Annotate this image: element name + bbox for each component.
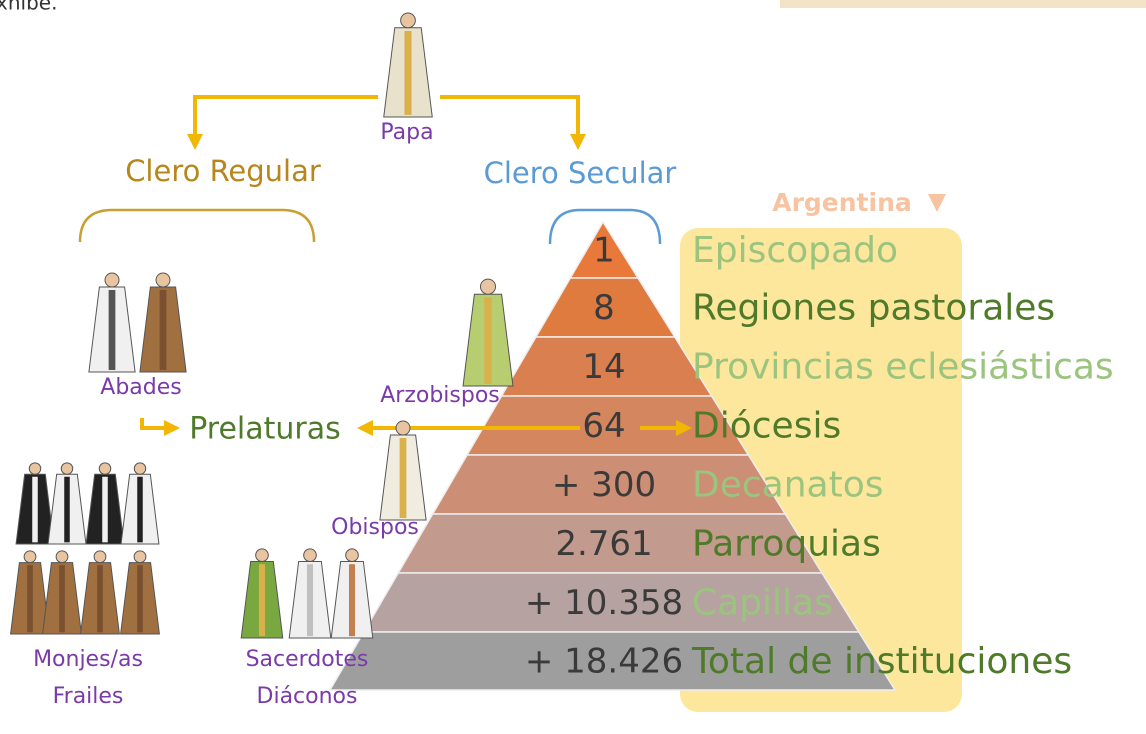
label-obispos: Obispos bbox=[331, 515, 419, 540]
person-figure bbox=[121, 463, 159, 544]
label-sacerdotes: Sacerdotes bbox=[246, 647, 369, 672]
person-figure bbox=[331, 549, 373, 638]
arrow bbox=[142, 418, 172, 428]
head bbox=[99, 463, 110, 474]
head bbox=[56, 551, 68, 563]
label-frailes: Frailes bbox=[53, 684, 124, 709]
person-figure bbox=[380, 421, 426, 520]
level-count: 64 bbox=[582, 406, 625, 446]
level-label: Decanatos bbox=[692, 465, 884, 506]
trim bbox=[160, 290, 167, 370]
person-figure bbox=[81, 551, 120, 634]
trim bbox=[259, 564, 265, 636]
head bbox=[134, 463, 145, 474]
level-count: 1 bbox=[593, 231, 615, 271]
diagram: xhibe. 1 Episcopado 8 Regiones pastorales 14… bbox=[0, 0, 1146, 734]
person-figure bbox=[16, 463, 54, 544]
level-label: Regiones pastorales bbox=[692, 288, 1055, 329]
header-fragment: xhibe. bbox=[0, 0, 57, 15]
label-arzobispos: Arzobispos bbox=[380, 383, 500, 408]
person-figure bbox=[140, 273, 186, 372]
trim bbox=[137, 477, 143, 543]
person-figure bbox=[121, 551, 160, 634]
trim bbox=[32, 477, 38, 543]
trim bbox=[484, 297, 491, 383]
level-label: Parroquias bbox=[692, 524, 881, 565]
top-strip bbox=[780, 0, 1146, 8]
head bbox=[401, 13, 416, 28]
trim bbox=[64, 477, 70, 543]
label-abades: Abades bbox=[100, 375, 181, 400]
person-figure bbox=[48, 463, 86, 544]
level-count: + 18.426 bbox=[525, 642, 683, 682]
head bbox=[29, 463, 40, 474]
head bbox=[480, 279, 495, 294]
arrow bbox=[195, 97, 378, 142]
head bbox=[61, 463, 72, 474]
head bbox=[396, 421, 410, 435]
trim bbox=[59, 565, 65, 632]
level-count: + 300 bbox=[552, 465, 656, 505]
label-monjes: Monjes/as bbox=[33, 647, 143, 672]
trim bbox=[109, 290, 116, 370]
trim bbox=[27, 565, 33, 632]
label-clero-secular: Clero Secular bbox=[484, 156, 677, 190]
level-label: Provincias eclesiásticas bbox=[692, 347, 1114, 388]
trim bbox=[349, 564, 355, 636]
label-diaconos: Diáconos bbox=[257, 684, 358, 709]
pyramid: 1 Episcopado 8 Regiones pastorales 14 Provinc… bbox=[330, 222, 1114, 690]
person-figure bbox=[89, 273, 135, 372]
level-label: Diócesis bbox=[692, 406, 841, 447]
head bbox=[256, 549, 269, 562]
arrow bbox=[440, 97, 578, 142]
person-figure bbox=[86, 463, 124, 544]
level-label: Total de instituciones bbox=[691, 641, 1072, 682]
level-label: Capillas bbox=[692, 583, 833, 624]
label-argentina: Argentina bbox=[772, 188, 912, 217]
level-count: 2.761 bbox=[555, 524, 652, 564]
person-figure bbox=[463, 279, 513, 386]
person-figure bbox=[384, 13, 433, 117]
person-figure bbox=[241, 549, 283, 638]
head bbox=[105, 273, 119, 287]
level-count: 8 bbox=[593, 288, 615, 328]
head bbox=[134, 551, 146, 563]
level-count: + 10.358 bbox=[525, 583, 683, 623]
label-papa: Papa bbox=[380, 120, 433, 145]
head bbox=[346, 549, 359, 562]
label-prelaturas: Prelaturas bbox=[189, 412, 341, 447]
person-figure bbox=[11, 551, 50, 634]
trim bbox=[97, 565, 103, 632]
level-count: 14 bbox=[582, 347, 625, 387]
bracket bbox=[80, 210, 314, 242]
trim bbox=[400, 438, 407, 518]
person-figure bbox=[289, 549, 331, 638]
head bbox=[156, 273, 170, 287]
head bbox=[24, 551, 36, 563]
trim bbox=[137, 565, 143, 632]
trim bbox=[102, 477, 108, 543]
label-clero-regular: Clero Regular bbox=[125, 154, 321, 188]
trim bbox=[404, 31, 411, 115]
head bbox=[94, 551, 106, 563]
down-arrow bbox=[928, 194, 946, 212]
trim bbox=[307, 564, 313, 636]
head bbox=[304, 549, 317, 562]
person-figure bbox=[43, 551, 82, 634]
level-label: Episcopado bbox=[692, 230, 898, 271]
